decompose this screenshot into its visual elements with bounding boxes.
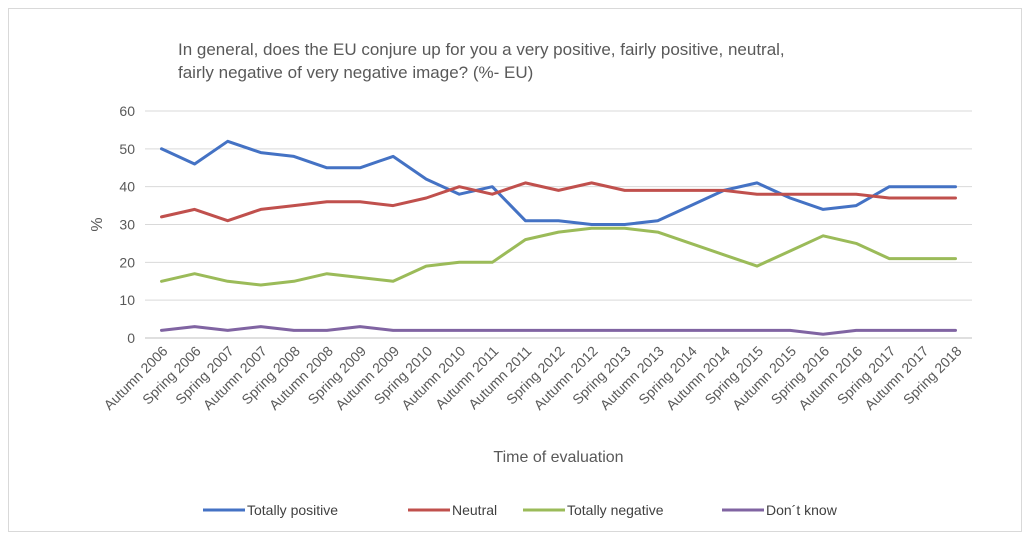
y-tick-label: 0	[127, 330, 135, 346]
y-tick-label: 40	[119, 179, 135, 195]
gridlines	[145, 110, 972, 339]
chart-title-line-2: fairly negative of very negative image? …	[178, 63, 534, 82]
series-line-totally-negative	[160, 226, 957, 287]
y-tick-label: 10	[119, 292, 135, 308]
chart-frame	[8, 8, 1022, 532]
y-tick-label: 20	[119, 254, 135, 270]
series-line-totally-positive	[160, 139, 957, 226]
legend-label: Don´t know	[766, 502, 838, 518]
y-tick-label: 50	[119, 141, 135, 157]
legend-item: Don´t know	[722, 502, 838, 518]
series-line-neutral	[160, 181, 957, 223]
y-axis-label: %	[89, 217, 106, 231]
y-tick-label: 60	[119, 103, 135, 119]
legend: Totally positive Neutral Totally negative D…	[203, 502, 838, 518]
legend-label: Neutral	[452, 502, 497, 518]
x-axis-label: Time of evaluation	[493, 449, 623, 466]
series-lines	[160, 139, 957, 336]
chart-title: In general, does the EU conjure up for y…	[178, 38, 938, 84]
legend-item: Totally negative	[523, 502, 664, 518]
series-line-don-t-know	[160, 325, 957, 336]
legend-label: Totally positive	[247, 502, 338, 518]
y-tick-label: 30	[119, 217, 135, 233]
legend-item: Totally positive	[203, 502, 338, 518]
y-tick-labels: 0 10 20 30 40 50 60	[119, 103, 135, 346]
chart-title-line-1: In general, does the EU conjure up for y…	[178, 40, 785, 59]
legend-item: Neutral	[408, 502, 497, 518]
legend-label: Totally negative	[567, 502, 664, 518]
